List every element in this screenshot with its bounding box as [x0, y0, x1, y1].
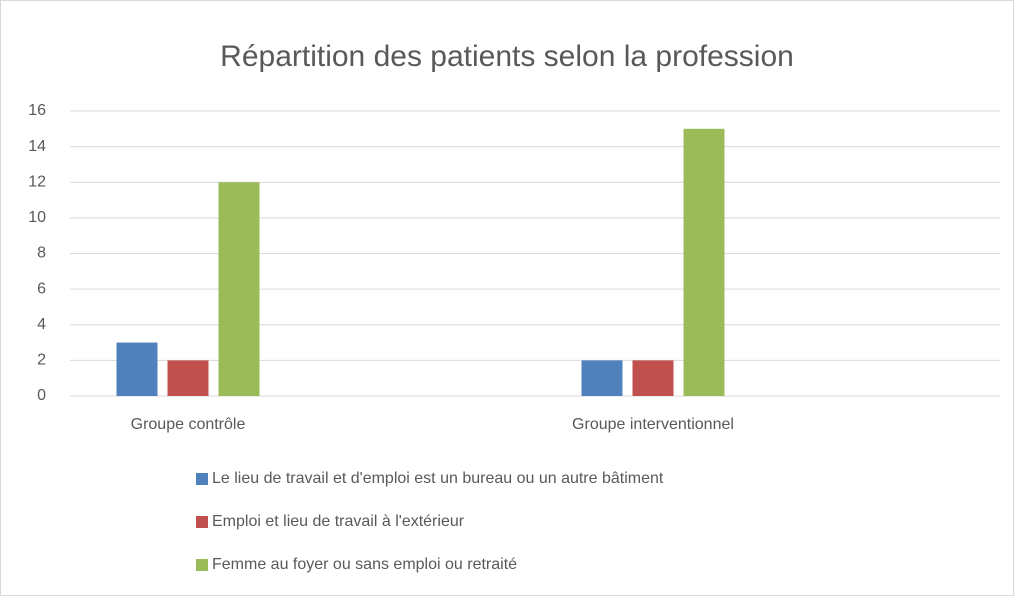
y-tick-label: 10 — [28, 209, 46, 226]
legend-swatch — [196, 516, 208, 528]
legend-label: Femme au foyer ou sans emploi ou retrait… — [212, 556, 517, 573]
bar — [632, 360, 674, 396]
y-tick-label: 12 — [28, 173, 46, 190]
chart-title: Répartition des patients selon la profes… — [220, 40, 794, 73]
bar — [581, 360, 623, 396]
x-tick-label: Groupe interventionnel — [572, 416, 734, 433]
bar — [116, 342, 158, 396]
y-tick-label: 16 — [28, 102, 46, 119]
y-tick-label: 4 — [37, 316, 46, 333]
x-tick-label: Groupe contrôle — [131, 416, 246, 433]
y-tick-label: 6 — [37, 280, 46, 297]
legend-label: Le lieu de travail et d'emploi est un bu… — [212, 470, 664, 487]
legend-swatch — [196, 559, 208, 571]
y-tick-label: 2 — [37, 352, 46, 369]
y-tick-label: 8 — [37, 245, 46, 262]
legend-swatch — [196, 473, 208, 485]
bar — [167, 360, 209, 396]
y-tick-label: 14 — [28, 138, 46, 155]
bar — [218, 182, 260, 396]
y-tick-label: 0 — [37, 387, 46, 404]
legend-label: Emploi et lieu de travail à l'extérieur — [212, 513, 465, 530]
bar — [683, 128, 725, 396]
